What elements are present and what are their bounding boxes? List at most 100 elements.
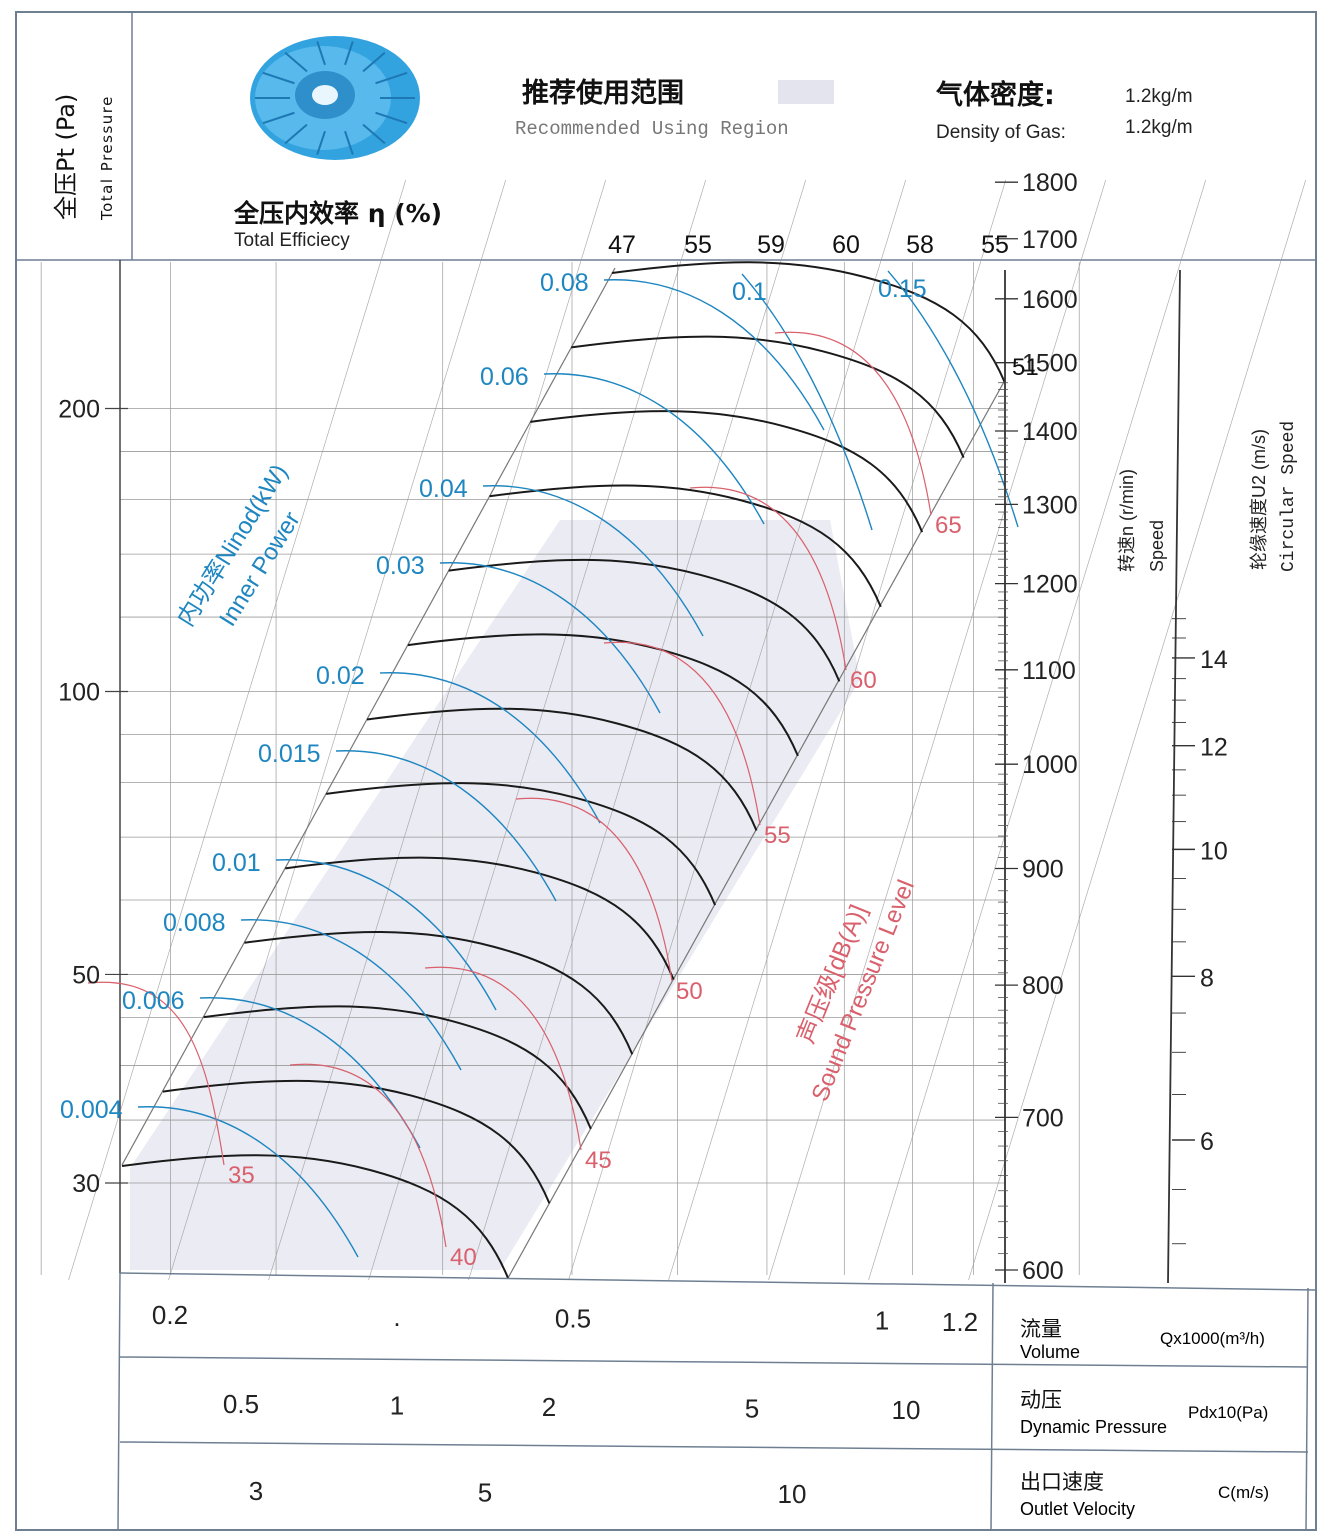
pressure-curve (530, 410, 924, 533)
speed-tick-label: 1800 (1022, 169, 1078, 197)
dynamic-pressure-label-cn: 动压 (1020, 1388, 1062, 1412)
volume-tick-label: 1 (875, 1305, 889, 1335)
grid-line-diagonal (268, 179, 607, 1281)
power-label: 0.015 (258, 740, 321, 768)
density-title-cn: 气体密度: (935, 79, 1055, 111)
sound-curve (515, 797, 673, 982)
grid-lines (40, 179, 1307, 1281)
sound-label: 65 (935, 512, 962, 539)
speed-tick-label: 900 (1022, 856, 1064, 884)
pressure-curve (366, 707, 758, 831)
curve-layer (87, 261, 1019, 1279)
volume-tick-label: 1.2 (942, 1307, 978, 1337)
grid-line-diagonal (868, 179, 1207, 1281)
axis-labels: 30 50 100 200 600 700 800 900 1000 1100 1200 1300 14… (58, 169, 1228, 1285)
circular-speed-title-cn: 轮缘速度U2 (m/s) (1249, 429, 1269, 570)
circular-speed-tick-label: 14 (1200, 646, 1228, 674)
efficiency-label: 55 (981, 231, 1009, 259)
grid-line-diagonal (668, 179, 1007, 1281)
envelope-edge-left (121, 267, 616, 1166)
grid-line-diagonal (768, 179, 1107, 1281)
speed-tick-label: 800 (1022, 972, 1064, 1000)
sound-label: 60 (850, 667, 877, 694)
power-curve (887, 270, 1019, 528)
volume-label-en: Volume (1020, 1342, 1080, 1362)
y-tick-label: 200 (58, 396, 100, 424)
volume-unit: Qx1000(m³/h) (1160, 1329, 1265, 1348)
efficiency-label: 55 (684, 231, 712, 259)
y-tick-label: 100 (58, 678, 100, 706)
speed-tick-label: 1700 (1022, 226, 1078, 254)
power-label: 0.1 (732, 278, 767, 306)
circular-speed-title-en: Circular Speed (1279, 421, 1299, 572)
density-title-en: Density of Gas: (936, 122, 1066, 143)
power-curve (741, 273, 873, 531)
power-curve (543, 373, 765, 525)
power-label: 0.04 (419, 475, 468, 503)
sound-curve (689, 486, 847, 671)
efficiency-label: 51 (1012, 354, 1039, 381)
power-curve (482, 485, 704, 637)
dynamic-pressure-tick-label: 1 (390, 1391, 404, 1421)
power-label: 0.006 (122, 987, 185, 1015)
grid-line-diagonal (968, 179, 1307, 1281)
sound-curve (603, 641, 761, 826)
outlet-velocity-label-cn: 出口速度 (1020, 1470, 1104, 1494)
speed-tick-label: 1600 (1022, 286, 1078, 314)
efficiency-label: 60 (832, 231, 860, 259)
sound-curve (424, 966, 582, 1151)
pressure-curve (611, 261, 1006, 384)
sound-curve (774, 331, 932, 516)
sound-curve (289, 1063, 447, 1248)
outlet-velocity-tick-label: 10 (778, 1479, 807, 1509)
pressure-curve (203, 1005, 592, 1130)
y-tick-label: 50 (72, 961, 100, 989)
speed-tick-label: 1200 (1022, 571, 1078, 599)
dynamic-pressure-tick-label: 0.5 (223, 1389, 259, 1419)
efficiency-label: 47 (608, 231, 636, 259)
power-label: 0.01 (212, 849, 261, 877)
yaxis-title-cn: 全压Pt (Pa) (52, 94, 80, 220)
grid-line-diagonal (68, 179, 407, 1281)
sound-label: 45 (585, 1147, 612, 1174)
circular-speed-tick-label: 8 (1200, 964, 1214, 992)
circular-speed-tick-label: 10 (1200, 837, 1228, 865)
efficiency-title-en: Total Efficiecy (234, 230, 350, 251)
pressure-curve (571, 335, 965, 458)
power-label: 0.15 (878, 275, 927, 303)
sound-label: 35 (228, 1162, 255, 1189)
power-label: 0.02 (316, 662, 365, 690)
efficiency-label: 58 (906, 231, 934, 259)
volume-tick-label: 0.5 (555, 1304, 591, 1334)
dynamic-pressure-unit: Pdx10(Pa) (1188, 1403, 1268, 1422)
power-label: 0.004 (60, 1096, 123, 1124)
region-swatch (778, 80, 834, 104)
pressure-curve (448, 558, 841, 682)
pressure-curve (489, 484, 882, 608)
circular-speed-axis-line (1167, 269, 1181, 1284)
sound-label: 50 (676, 978, 703, 1005)
outlet-velocity-tick-label: 3 (249, 1476, 263, 1506)
outlet-velocity-label-en: Outlet Velocity (1020, 1499, 1135, 1519)
speed-tick-label: 1300 (1022, 491, 1078, 519)
volume-tick-label: . (393, 1302, 400, 1332)
power-curve (275, 859, 497, 1011)
region-title-cn: 推荐使用范围 (522, 78, 684, 109)
power-curve (439, 562, 661, 714)
bottom-scales: 流量 Volume Qx1000(m³/h) 动压 Dynamic Pressu… (117, 1272, 1317, 1531)
dynamic-pressure-label-en: Dynamic Pressure (1020, 1417, 1167, 1437)
region-title-en: Recommended Using Region (515, 118, 789, 140)
speed-tick-label: 1100 (1022, 657, 1076, 685)
circular-speed-tick-label: 12 (1200, 734, 1228, 762)
header: 全压Pt (Pa) Total Pressure 推荐使用范围 Recommen… (52, 36, 1193, 251)
grid-line-diagonal (168, 179, 507, 1281)
efficiency-title-cn: 全压内效率 η (%) (233, 199, 442, 228)
sound-label: 40 (450, 1244, 477, 1271)
sound-label: 55 (764, 822, 791, 849)
recommended-region (130, 520, 860, 1270)
outlet-velocity-tick-label: 5 (478, 1478, 492, 1508)
power-label: 0.03 (376, 552, 425, 580)
pressure-curve (162, 1079, 551, 1204)
chart-frame (15, 11, 1317, 1531)
